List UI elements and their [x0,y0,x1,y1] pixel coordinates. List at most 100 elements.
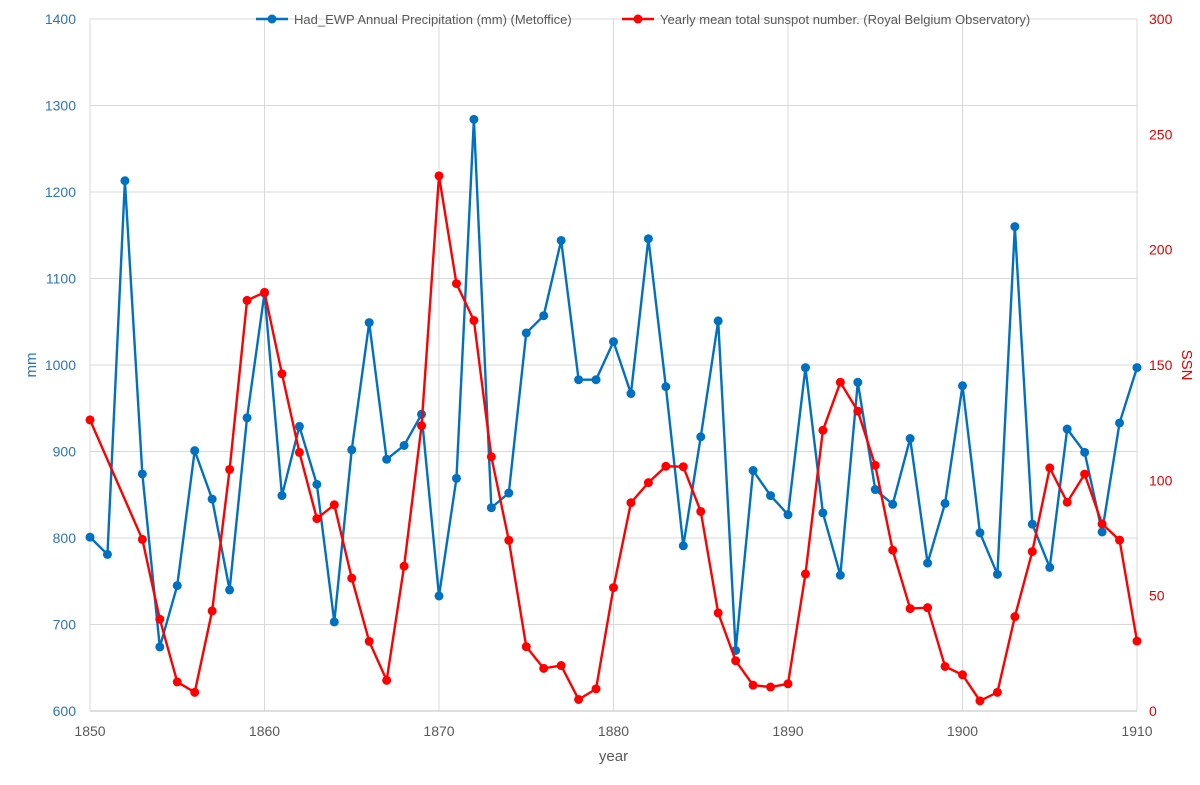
x-tick-label: 1910 [1121,723,1152,739]
gridlines [89,18,1138,712]
data-point-1 [609,583,618,593]
data-point-0 [225,585,235,595]
data-point-1 [1062,497,1072,507]
data-point-0 [504,488,514,498]
data-point-1 [905,604,915,614]
data-point-1 [294,447,304,457]
y-right-tick-label: 0 [1149,703,1157,719]
data-point-0 [643,234,653,244]
legend-label-sunspot: Yearly mean total sunspot number. (Royal… [660,12,1030,27]
data-point-1 [923,603,933,613]
data-point-1 [434,171,444,181]
series-1 [85,171,1142,706]
data-point-1 [137,534,147,544]
x-tick-label: 1900 [947,723,978,739]
y-left-tick-label: 1400 [45,11,76,27]
data-point-0 [521,328,531,338]
data-point-1 [748,680,758,690]
y-left-tick-label: 1100 [46,271,76,287]
x-tick-label: 1870 [423,723,454,739]
data-point-0 [1097,527,1107,537]
data-point-0 [399,440,409,450]
y-right-axis-title: SSN [1178,350,1195,381]
data-point-0 [626,389,636,399]
y-left-tick-label: 1000 [45,357,76,373]
data-point-0 [137,469,147,479]
data-point-0 [923,558,933,568]
data-point-1 [783,679,793,689]
data-point-0 [1115,418,1125,428]
data-point-1 [1115,535,1125,545]
data-point-0 [748,466,758,476]
data-point-0 [800,363,810,373]
y-right-tick-label: 50 [1149,588,1165,604]
y-left-tick-label: 800 [53,530,77,546]
data-point-1 [364,636,374,646]
y-right-tick-label: 100 [1149,472,1173,488]
data-point-0 [155,642,165,652]
data-point-1 [207,606,217,616]
legend: Had_EWP Annual Precipitation (mm) (Metof… [256,12,1030,27]
data-point-1 [417,421,427,431]
data-point-0 [818,508,828,518]
data-point-1 [958,670,967,680]
legend-marker-sunspot [633,14,643,24]
data-point-1 [85,415,95,425]
series-layer [85,114,1142,706]
data-point-0 [120,176,130,186]
x-axis-title: year [599,748,628,765]
y-right-tick-label: 300 [1149,11,1173,27]
data-point-0 [696,432,706,442]
data-point-0 [678,541,688,551]
data-point-1 [521,642,531,652]
y-left-axis-title: mm [23,353,40,378]
legend-item-sunspot[interactable]: Yearly mean total sunspot number. (Royal… [622,12,1030,27]
data-point-0 [713,316,723,326]
data-point-0 [783,510,793,520]
data-point-1 [766,682,776,692]
legend-marker-precipitation [267,14,277,24]
data-point-0 [992,569,1002,579]
data-point-0 [486,503,496,513]
x-tick-label: 1880 [598,723,629,739]
data-point-0 [242,413,252,423]
data-point-1 [190,687,200,697]
data-point-0 [574,375,584,385]
axes-layer: year mm SSN 6007008009001000110012001300… [23,11,1195,765]
legend-label-precipitation: Had_EWP Annual Precipitation (mm) (Metof… [294,12,572,27]
data-point-0 [364,318,374,328]
data-point-0 [172,581,182,591]
x-tick-label: 1860 [249,723,280,739]
data-point-1 [713,608,723,618]
data-point-0 [661,382,671,392]
data-point-1 [678,462,688,472]
data-point-1 [486,452,496,462]
data-point-0 [975,528,985,538]
data-point-0 [905,434,915,444]
data-point-1 [260,287,269,297]
data-point-0 [888,499,898,509]
data-point-1 [591,684,601,694]
data-point-1 [539,663,549,673]
data-point-0 [766,491,776,501]
data-point-1 [731,656,741,666]
data-point-1 [172,677,182,687]
data-point-1 [504,535,514,545]
y-right-tick-label: 200 [1149,242,1173,258]
data-point-1 [225,464,235,474]
data-point-0 [451,473,461,483]
data-point-0 [853,377,863,387]
data-point-0 [870,485,880,495]
data-point-1 [835,377,845,387]
data-point-1 [329,500,339,510]
data-point-1 [1080,469,1090,479]
y-left-tick-label: 1300 [45,98,76,114]
data-point-1 [800,569,810,579]
data-point-1 [940,661,950,671]
data-point-0 [835,570,845,580]
series-0 [85,114,1142,655]
legend-item-precipitation[interactable]: Had_EWP Annual Precipitation (mm) (Metof… [256,12,572,27]
data-point-0 [434,591,444,601]
